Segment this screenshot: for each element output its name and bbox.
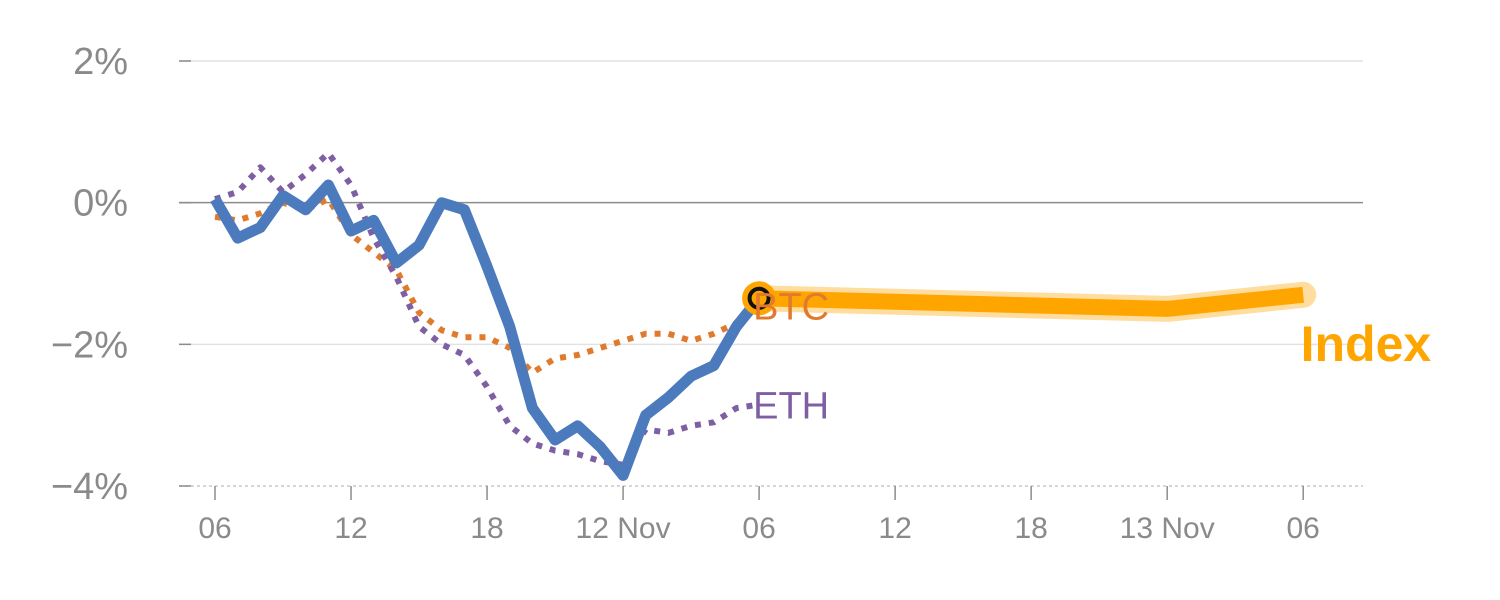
x-tick-label: 18 bbox=[1014, 512, 1047, 545]
series-line-eth bbox=[214, 150, 760, 468]
current-point-marker bbox=[742, 281, 777, 316]
x-tick-label: 06 bbox=[198, 512, 231, 545]
x-axis: 06 12 18 12 Nov 06 12 18 13 Nov 06 bbox=[198, 486, 1320, 545]
y-axis: 2% 0% −2% −4% bbox=[51, 41, 191, 508]
x-tick-label: 06 bbox=[742, 512, 775, 545]
series-line-index-projection bbox=[758, 286, 1305, 317]
y-tick-label: 0% bbox=[73, 183, 128, 225]
series-label-btc: BTC bbox=[753, 286, 829, 328]
x-tick-label: 12 bbox=[878, 512, 911, 545]
y-tick-label: 2% bbox=[73, 41, 128, 83]
x-tick-label: 13 Nov bbox=[1120, 512, 1215, 545]
series-line-btc bbox=[214, 196, 761, 376]
y-tick-label: −2% bbox=[51, 324, 128, 366]
series-label-index: Index bbox=[1301, 316, 1432, 372]
x-tick-label: 06 bbox=[1287, 512, 1320, 545]
grid bbox=[179, 60, 1363, 487]
x-tick-label: 18 bbox=[470, 512, 503, 545]
x-tick-label: 12 bbox=[334, 512, 367, 545]
series-label-eth: ETH bbox=[753, 386, 829, 428]
series-line-index bbox=[210, 179, 764, 481]
x-tick-label: 12 Nov bbox=[576, 512, 671, 545]
series-lines bbox=[210, 150, 1317, 481]
y-tick-label: −4% bbox=[51, 466, 128, 508]
series-labels: BTC ETH Index bbox=[753, 286, 1431, 427]
current-point-ring bbox=[747, 286, 771, 310]
